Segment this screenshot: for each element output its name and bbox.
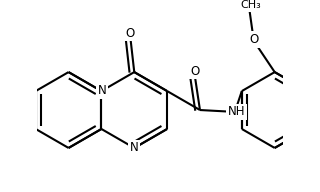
Text: O: O xyxy=(190,65,199,78)
Text: N: N xyxy=(98,84,107,97)
Text: O: O xyxy=(125,27,135,40)
Text: O: O xyxy=(249,33,259,46)
Text: N: N xyxy=(130,142,139,154)
Text: CH₃: CH₃ xyxy=(240,0,261,10)
Text: NH: NH xyxy=(228,105,245,118)
